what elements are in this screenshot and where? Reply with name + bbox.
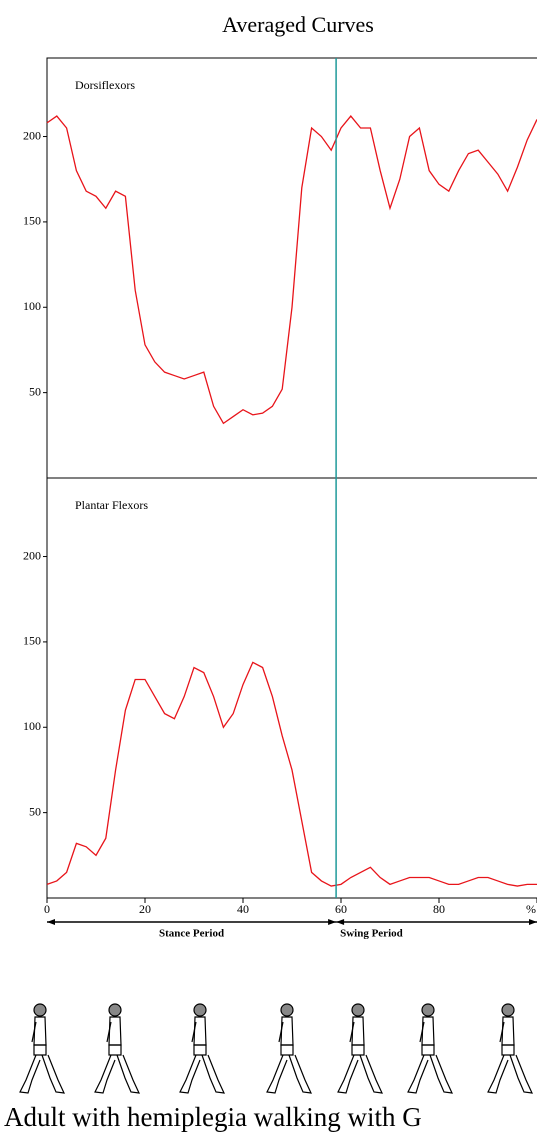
x-tick-label: % [526, 902, 536, 916]
data-line [47, 662, 537, 886]
panel-title: Dorsiflexors [75, 78, 135, 92]
x-tick-label: 20 [139, 902, 151, 916]
walker-figure [180, 1004, 224, 1093]
y-tick-label: 150 [23, 634, 41, 648]
walker-figure [408, 1004, 452, 1093]
y-tick-label: 100 [23, 719, 41, 733]
x-tick-label: 0 [44, 902, 50, 916]
y-tick-label: 100 [23, 299, 41, 313]
y-tick-label: 150 [23, 214, 41, 228]
panel-title: Plantar Flexors [75, 498, 148, 512]
walker-figure [488, 1004, 532, 1093]
x-tick-label: 60 [335, 902, 347, 916]
y-tick-label: 200 [23, 548, 41, 562]
period-label: Swing Period [340, 928, 403, 940]
x-tick-label: 40 [237, 902, 249, 916]
x-tick-label: 80 [433, 902, 445, 916]
y-tick-label: 50 [29, 804, 41, 818]
panel-frame [47, 478, 537, 898]
period-label: Stance Period [159, 928, 224, 940]
walkers [20, 1004, 532, 1093]
walker-figure [267, 1004, 311, 1093]
caption: Adult with hemiplegia walking with G [4, 1102, 422, 1132]
walker-figure [95, 1004, 139, 1093]
y-tick-label: 50 [29, 384, 41, 398]
y-tick-label: 200 [23, 128, 41, 142]
chart-title: Averaged Curves [222, 12, 374, 37]
chart: Averaged Curves Adult with hemiplegia wa… [0, 0, 537, 1140]
walker-figure [20, 1004, 64, 1093]
walker-figure [338, 1004, 382, 1093]
data-line [47, 116, 537, 423]
panel-frame [47, 58, 537, 478]
